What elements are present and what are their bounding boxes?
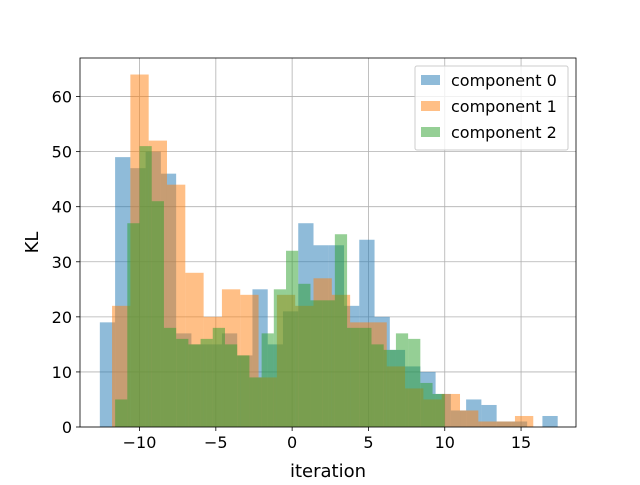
histogram-bar-component-2 (347, 327, 360, 427)
axis-ticks: −10 −5 0 5 10 15 0 10 20 30 40 50 60 (52, 88, 532, 452)
histogram-bar-component-2 (224, 344, 238, 427)
legend-swatch-component-1 (421, 101, 440, 111)
histogram-bar-component-0 (542, 415, 558, 427)
legend-label-component-1: component 1 (451, 97, 557, 116)
histogram-bar-component-2 (310, 300, 323, 427)
histogram-bar-component-2 (334, 234, 348, 427)
histogram-bar-component-2 (237, 355, 250, 427)
legend-swatch-component-2 (421, 127, 440, 137)
histogram-bar-component-2 (371, 344, 384, 427)
legend-label-component-2: component 2 (451, 123, 557, 142)
histogram-bar-component-1 (112, 305, 131, 427)
histogram-bar-component-2 (200, 338, 213, 427)
legend: component 0 component 1 component 2 (414, 65, 569, 151)
x-tick-label: 5 (363, 433, 373, 452)
histogram-bar-component-2 (163, 327, 177, 427)
y-tick-label: 10 (52, 363, 72, 382)
x-tick-label: 0 (287, 433, 297, 452)
x-tick-label: −5 (204, 433, 228, 452)
x-axis-label: iteration (290, 461, 366, 480)
y-tick-label: 30 (52, 253, 72, 272)
histogram-bar-component-2 (151, 201, 164, 427)
legend-swatch-component-0 (421, 75, 440, 85)
histogram-bar-component-2 (359, 327, 372, 427)
histogram-bar-component-1 (478, 421, 497, 427)
y-tick-label: 0 (62, 418, 72, 437)
histogram-bar-component-2 (420, 382, 433, 427)
histogram-bars (99, 74, 558, 428)
histogram-bar-component-2 (432, 393, 445, 427)
histogram-bar-component-2 (115, 399, 128, 427)
histogram-bar-component-1 (441, 393, 461, 427)
histogram-bar-component-2 (273, 289, 287, 427)
y-tick-label: 40 (52, 198, 72, 217)
histogram-bar-component-2 (383, 349, 396, 427)
y-tick-label: 50 (52, 143, 72, 162)
histogram-bar-component-1 (514, 415, 534, 427)
histogram-bar-component-2 (261, 333, 274, 427)
histogram-bar-component-1 (496, 421, 515, 427)
y-axis-label: KL (22, 232, 43, 254)
histogram-bar-component-2 (395, 333, 409, 427)
y-tick-label: 20 (52, 308, 72, 327)
series-component-2 (115, 146, 445, 428)
histogram-bar-component-2 (212, 327, 225, 427)
legend-box (414, 65, 569, 151)
plot-area-frame (79, 57, 577, 428)
histogram-bar-component-2 (188, 344, 201, 427)
y-tick-label: 60 (52, 88, 72, 107)
x-tick-label: 15 (511, 433, 531, 452)
histogram-bar-component-2 (286, 250, 299, 427)
histogram-bar-component-1 (460, 410, 479, 427)
histogram-bar-component-2 (322, 300, 335, 427)
histogram-bar-component-2 (127, 223, 140, 427)
x-tick-label: 10 (435, 433, 455, 452)
x-tick-label: −10 (123, 433, 157, 452)
histogram-bar-component-0 (99, 322, 116, 427)
histogram-bar-component-2 (139, 146, 152, 428)
histogram-bar-component-2 (176, 338, 189, 427)
histogram-bar-component-2 (249, 377, 262, 427)
histogram-bar-component-2 (408, 338, 421, 427)
histogram-bar-component-2 (298, 283, 311, 427)
legend-label-component-0: component 0 (451, 71, 557, 90)
